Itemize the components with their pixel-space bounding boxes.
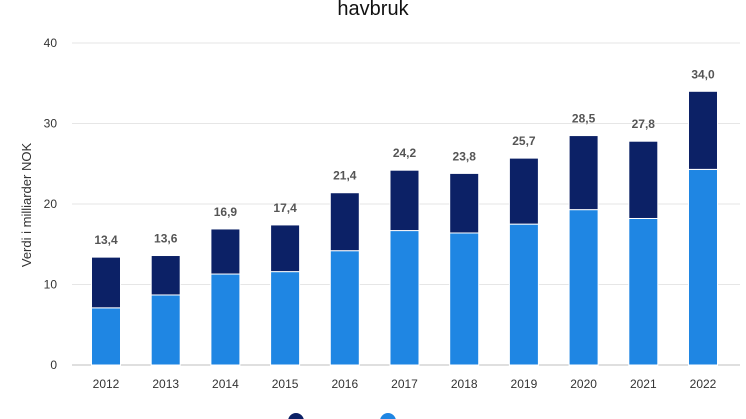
y-axis-ticks: 0 10 20 30 40 bbox=[44, 36, 58, 372]
bar-segment-series-2[interactable] bbox=[449, 172, 480, 234]
bar-segment-series-1[interactable] bbox=[508, 223, 539, 366]
bar-segment-series-2[interactable] bbox=[688, 90, 718, 170]
x-axis-ticks: 2012 2013 2014 2015 2016 2017 2018 2019 2020 2021… bbox=[93, 377, 717, 391]
legend[interactable] bbox=[288, 413, 396, 419]
x-tick-label: 2015 bbox=[272, 377, 299, 391]
legend-marker-series-1 bbox=[380, 413, 396, 419]
total-value-label: 16,9 bbox=[214, 205, 238, 219]
x-tick-label: 2020 bbox=[570, 377, 597, 391]
total-value-label: 13,4 bbox=[94, 233, 118, 247]
bar-segment-series-2[interactable] bbox=[270, 224, 301, 273]
bar-segment-series-2[interactable] bbox=[389, 169, 420, 232]
bar-segment-series-2[interactable] bbox=[568, 135, 599, 211]
y-tick-label: 0 bbox=[50, 358, 57, 372]
chart-title: havbruk bbox=[337, 0, 409, 20]
bar-segment-series-1[interactable] bbox=[91, 307, 121, 366]
bar-segment-series-2[interactable] bbox=[150, 255, 181, 296]
x-tick-label: 2018 bbox=[451, 377, 478, 391]
bar-segment-series-1[interactable] bbox=[329, 250, 360, 366]
y-tick-label: 40 bbox=[44, 36, 58, 50]
bar-segment-series-1[interactable] bbox=[150, 294, 181, 366]
total-value-label: 34,0 bbox=[691, 67, 715, 81]
total-value-label: 25,7 bbox=[512, 134, 536, 148]
bars bbox=[91, 90, 718, 366]
bar-segment-series-1[interactable] bbox=[210, 273, 241, 366]
legend-marker-series-2 bbox=[288, 413, 304, 419]
x-tick-label: 2016 bbox=[331, 377, 358, 391]
bar-segment-series-1[interactable] bbox=[270, 271, 301, 366]
x-tick-label: 2013 bbox=[152, 377, 179, 391]
bar-segment-series-1[interactable] bbox=[568, 209, 599, 366]
total-value-label: 13,6 bbox=[154, 232, 178, 246]
total-value-label: 23,8 bbox=[453, 149, 477, 163]
x-tick-label: 2019 bbox=[511, 377, 538, 391]
bar-segment-series-1[interactable] bbox=[449, 232, 480, 366]
x-tick-label: 2022 bbox=[690, 377, 717, 391]
total-labels: 13,4 13,6 16,9 17,4 21,4 24,2 23,8 25,7 28,5 27,8… bbox=[94, 67, 715, 247]
x-tick-label: 2021 bbox=[630, 377, 657, 391]
x-tick-label: 2012 bbox=[93, 377, 120, 391]
total-value-label: 17,4 bbox=[273, 201, 297, 215]
bar-segment-series-2[interactable] bbox=[210, 228, 241, 275]
total-value-label: 24,2 bbox=[393, 146, 417, 160]
bar-segment-series-2[interactable] bbox=[329, 192, 360, 252]
x-tick-label: 2014 bbox=[212, 377, 239, 391]
bar-segment-series-1[interactable] bbox=[688, 168, 718, 366]
total-value-label: 27,8 bbox=[632, 117, 656, 131]
y-tick-label: 10 bbox=[44, 278, 58, 292]
total-value-label: 28,5 bbox=[572, 112, 596, 126]
y-tick-label: 20 bbox=[44, 197, 58, 211]
bar-segment-series-1[interactable] bbox=[628, 217, 659, 366]
bar-segment-series-1[interactable] bbox=[389, 230, 420, 366]
total-value-label: 21,4 bbox=[333, 169, 357, 183]
bar-segment-series-2[interactable] bbox=[91, 256, 121, 309]
y-tick-label: 30 bbox=[44, 117, 58, 131]
bar-segment-series-2[interactable] bbox=[508, 157, 539, 225]
x-tick-label: 2017 bbox=[391, 377, 418, 391]
y-axis-title: Verdi i milliarder NOK bbox=[19, 143, 34, 268]
bar-segment-series-2[interactable] bbox=[628, 140, 659, 219]
